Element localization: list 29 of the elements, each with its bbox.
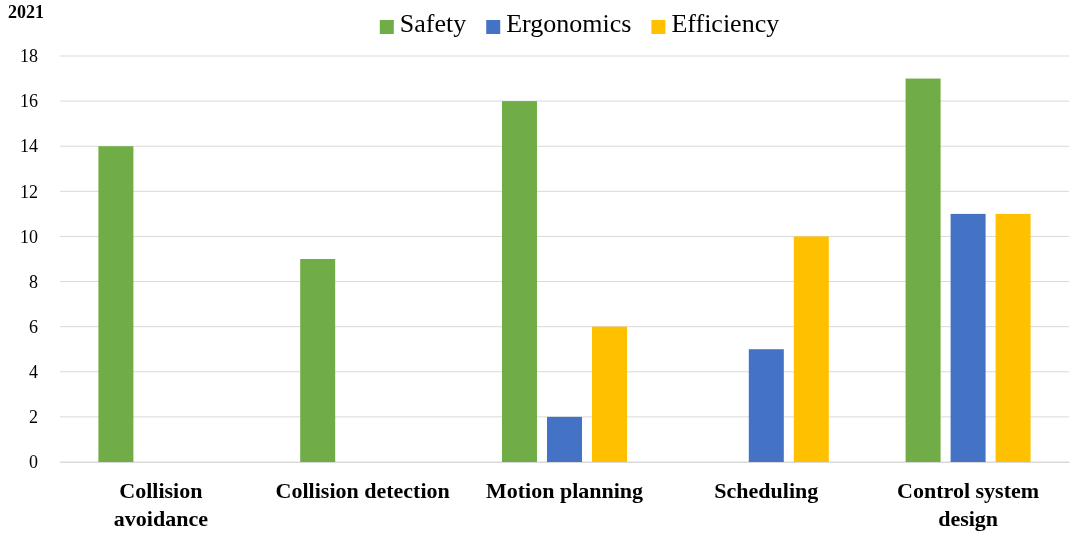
bar bbox=[995, 213, 1031, 462]
y-tick-label: 10 bbox=[20, 226, 38, 247]
bar bbox=[950, 213, 986, 462]
y-tick-label: 12 bbox=[20, 181, 38, 202]
bar bbox=[502, 101, 537, 462]
bar bbox=[793, 236, 829, 462]
bar bbox=[547, 416, 582, 462]
y-tick-label: 8 bbox=[29, 271, 38, 292]
x-tick-label: Collision avoidance bbox=[113, 477, 209, 532]
y-tick-label: 4 bbox=[29, 362, 38, 383]
y-tick-label: 2 bbox=[29, 407, 38, 428]
legend-label: Ergonomics bbox=[506, 9, 632, 38]
bar bbox=[748, 349, 784, 462]
y-tick-label: 16 bbox=[20, 91, 38, 112]
y-tick-label: 14 bbox=[20, 136, 38, 157]
y-tick-label: 0 bbox=[29, 452, 38, 473]
bar bbox=[300, 259, 336, 462]
y-tick-label: 18 bbox=[20, 46, 38, 67]
legend-label: Efficiency bbox=[671, 9, 780, 38]
x-tick-label: Motion planning bbox=[485, 477, 644, 503]
x-tick-label: Control system design bbox=[897, 477, 1040, 532]
x-tick-label: Collision detection bbox=[275, 477, 450, 503]
bar bbox=[905, 78, 941, 462]
y-tick-label: 6 bbox=[29, 316, 38, 337]
x-tick-label: Scheduling bbox=[714, 477, 819, 503]
bar bbox=[592, 326, 627, 462]
legend-label: Safety bbox=[399, 9, 467, 38]
bar bbox=[98, 146, 134, 462]
chart-title: 2021 bbox=[8, 2, 44, 22]
